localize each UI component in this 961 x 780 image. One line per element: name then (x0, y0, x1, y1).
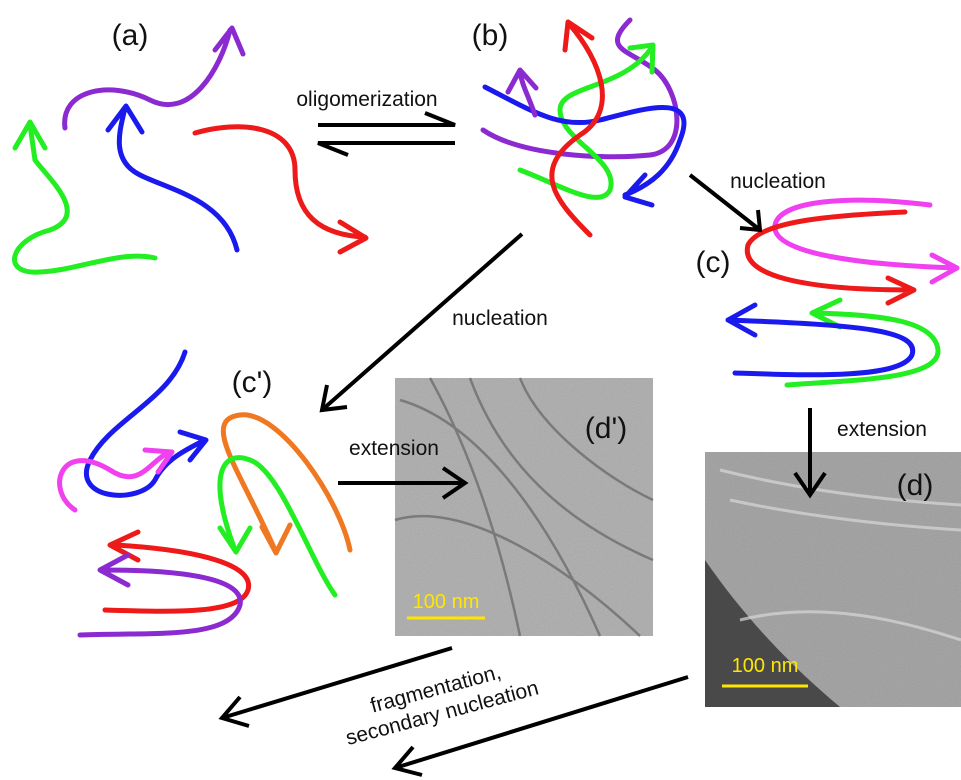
panel-label: (c') (232, 366, 273, 399)
panel-label: (a) (112, 19, 149, 52)
step-label: extension (349, 437, 439, 460)
step-label: nucleation (730, 170, 826, 193)
step-label: nucleation (452, 307, 548, 330)
step-label: extension (837, 418, 927, 441)
step-label: oligomerization (296, 88, 437, 111)
nucleus-alt (60, 352, 350, 635)
diagram: 100 nm 100 nm (a) (b) (c) (c') (d) (d') … (0, 0, 961, 780)
panel-label: (b) (472, 19, 509, 52)
monomers (15, 28, 366, 272)
scale-bar-label: 100 nm (413, 591, 480, 613)
scale-bar-label: 100 nm (732, 655, 799, 677)
panel-label: (d) (897, 469, 934, 502)
step-label: fragmentation, secondary nucleation (337, 652, 541, 750)
nucleus (728, 200, 957, 385)
panel-label: (c) (696, 246, 731, 279)
oligomer (483, 20, 684, 235)
panel-label: (d') (585, 412, 627, 445)
